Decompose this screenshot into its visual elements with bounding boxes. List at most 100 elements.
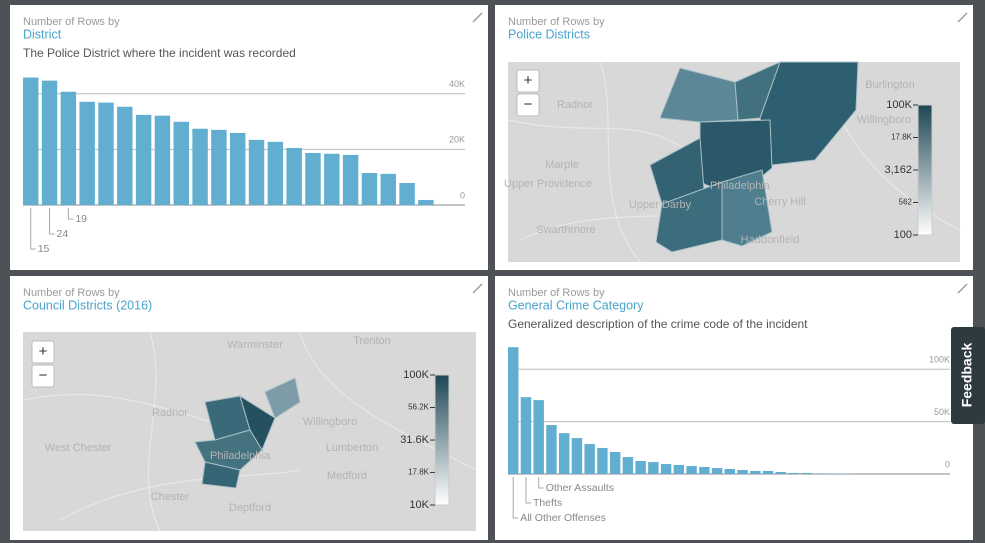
place-label: Medford — [327, 470, 367, 482]
x-tick-label: All Other Offenses — [520, 512, 606, 524]
bar — [801, 472, 812, 474]
colorbar-label: 17.8K — [891, 133, 913, 142]
colorbar-label: 100 — [894, 229, 912, 241]
colorbar — [917, 104, 933, 236]
district-shapes[interactable] — [194, 377, 301, 489]
panel-subtitle: Number of Rows by — [508, 16, 605, 28]
bar — [508, 347, 519, 474]
colorbar — [434, 374, 450, 506]
bar — [98, 102, 114, 205]
bar — [813, 473, 825, 474]
bar — [230, 132, 246, 205]
panel — [495, 276, 973, 540]
bar — [60, 91, 77, 205]
bar — [699, 466, 710, 474]
bar — [609, 451, 621, 474]
leader-line — [49, 208, 55, 235]
bar — [762, 470, 774, 474]
bar — [826, 473, 837, 474]
bar — [520, 397, 532, 474]
bar — [248, 139, 265, 205]
bar — [286, 147, 302, 205]
bar — [135, 114, 152, 205]
x-tick-label: 15 — [38, 243, 50, 255]
place-label: West Chester — [45, 442, 112, 454]
bar — [380, 173, 396, 205]
panel-description: The Police District where the incident w… — [23, 46, 296, 60]
place-label: Chester — [151, 491, 190, 503]
bar — [584, 444, 595, 474]
leader-line — [525, 477, 531, 504]
place-label: Willingboro — [303, 416, 357, 428]
zoom-button[interactable] — [516, 69, 540, 93]
bar — [361, 173, 378, 205]
panel-description: Generalized description of the crime cod… — [508, 317, 808, 331]
place-label: Radnor — [557, 99, 593, 111]
y-tick-label: 0 — [945, 459, 950, 469]
bar — [571, 438, 583, 474]
bar — [211, 129, 227, 205]
panel-subtitle: Number of Rows by — [23, 287, 120, 299]
zoom-label[interactable]: + — [39, 343, 48, 360]
leader-line — [30, 208, 36, 250]
bar — [686, 466, 697, 474]
bar — [342, 154, 359, 205]
panel-title: District — [23, 27, 62, 41]
bar — [79, 101, 95, 205]
place-label: Haddonfield — [741, 234, 800, 246]
place-label: Willingboro — [857, 114, 911, 126]
bar — [660, 464, 672, 474]
x-tick-label: 19 — [75, 213, 87, 225]
bar — [418, 199, 434, 205]
place-label: Upper Providence — [504, 178, 592, 190]
panel-title: Council Districts (2016) — [23, 298, 152, 312]
bar — [41, 80, 58, 205]
bar — [597, 448, 608, 474]
panel-title: Police Districts — [508, 27, 590, 41]
zoom-label[interactable]: + — [524, 72, 533, 89]
expand-icons[interactable] — [472, 12, 968, 294]
feedback-tab[interactable] — [951, 327, 985, 424]
x-tick-label: 24 — [57, 228, 69, 240]
bar — [775, 472, 787, 474]
bar — [558, 433, 570, 474]
bar — [533, 400, 544, 474]
place-label: Swarthmore — [536, 224, 595, 236]
zoom-button[interactable] — [516, 93, 540, 117]
y-tick-label: 40K — [449, 79, 465, 89]
colorbar-label: 31.6K — [400, 434, 429, 446]
place-label: Upper Darby — [629, 199, 692, 211]
place-label: Burlington — [865, 79, 915, 91]
bar — [724, 468, 736, 474]
zoom-label[interactable]: − — [39, 367, 48, 384]
zoom-label[interactable]: − — [524, 96, 533, 113]
leader-line — [538, 477, 544, 489]
place-label: Philadelphia — [210, 450, 271, 462]
bar — [399, 183, 415, 205]
bar — [635, 461, 646, 474]
panel-subtitle: Number of Rows by — [23, 16, 120, 28]
bar — [154, 115, 171, 205]
bar — [267, 141, 284, 205]
colorbar-label: 100K — [886, 99, 912, 111]
district-shapes[interactable] — [649, 61, 859, 253]
zoom-button[interactable] — [31, 340, 55, 364]
bar — [673, 464, 685, 474]
bar — [305, 152, 321, 205]
bar — [546, 425, 557, 474]
place-label: Warminster — [227, 339, 283, 351]
x-tick-label: Thefts — [533, 497, 562, 509]
colorbar-label: 56.2K — [408, 403, 430, 412]
y-tick-label: 100K — [929, 355, 950, 365]
place-label: Trenton — [353, 335, 391, 347]
zoom-button[interactable] — [31, 364, 55, 388]
bar — [117, 106, 133, 205]
bar — [737, 470, 748, 474]
feedback-label[interactable]: Feedback — [959, 342, 975, 407]
place-label: Radnor — [152, 407, 188, 419]
y-tick-label: 50K — [934, 407, 950, 417]
bar — [788, 472, 799, 474]
bar — [192, 128, 208, 205]
